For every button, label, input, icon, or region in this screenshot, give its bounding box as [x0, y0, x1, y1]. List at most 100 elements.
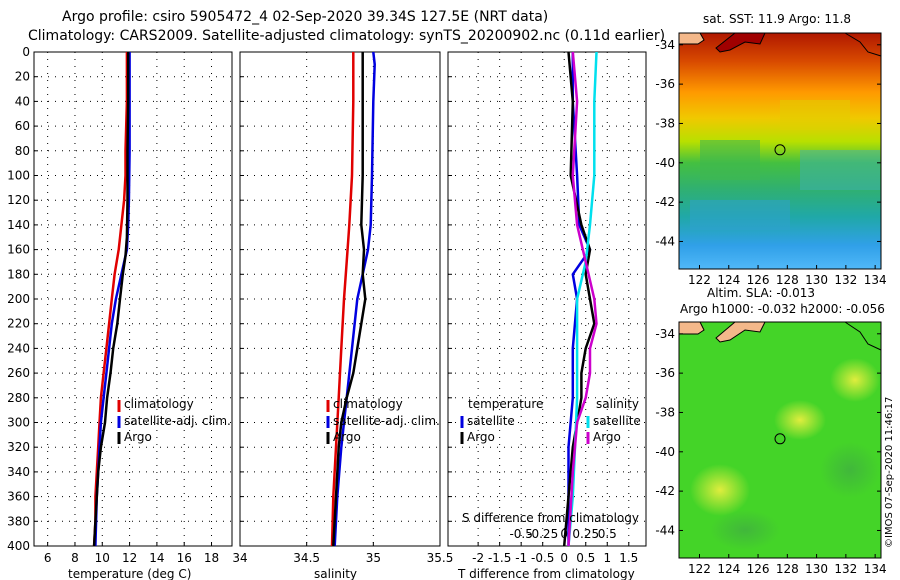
x-tick-label: 14 [149, 551, 164, 565]
legend-label-satellite: satellite-adj. clim. [333, 414, 440, 428]
sst-map-axes: -34 -36 -38 -40 -42 -44 122 124 126 128 130 132 134 [655, 38, 886, 287]
series-line-argo [332, 52, 367, 547]
map-lat-label: -42 [655, 484, 675, 498]
temperature-xlabel: temperature (deg C) [68, 567, 191, 580]
depth-tick-label: 180 [7, 267, 30, 281]
depth-tick-label: 260 [7, 366, 30, 380]
sla-high-blob [830, 358, 880, 402]
copyright-stamp: ©IMOS 07-Sep-2020 11:46:17 [884, 397, 895, 548]
difference-legend: temperature satellite Argo salinity sate… [460, 397, 641, 444]
sla-land [678, 321, 705, 335]
secondary-x-tick-label: -0.25 [527, 527, 558, 541]
sst-patch [690, 200, 790, 230]
sla-map-title1: Altim. SLA: -0.013 [707, 286, 815, 300]
sla-field [679, 322, 881, 558]
depth-tick-label: 80 [15, 144, 30, 158]
x-tick-label: 0.5 [576, 551, 595, 565]
sst-map-frame [678, 32, 882, 270]
depth-tick-label: 160 [7, 243, 30, 257]
sst-land [678, 32, 705, 45]
difference-secondary-xlabel: S difference from climatology [462, 511, 639, 525]
map-lon-label: 126 [747, 562, 770, 576]
temperature-legend: climatology satellite-adj. clim. Argo [117, 397, 231, 444]
secondary-x-tick-label: 0.25 [572, 527, 599, 541]
sst-patch [700, 140, 760, 180]
salinity-legend: climatology satellite-adj. clim. Argo [326, 397, 440, 444]
sla-map-title2: Argo h1000: -0.032 h2000: -0.056 [680, 302, 885, 316]
depth-tick-label: 40 [15, 94, 30, 108]
x-tick-label: 18 [204, 551, 219, 565]
secondary-x-tick-label: 0.5 [598, 527, 617, 541]
map-lat-label: -34 [655, 327, 675, 341]
map-lon-label: 122 [688, 562, 711, 576]
depth-tick-label: 340 [7, 465, 30, 479]
difference-panel: -2 -1.5 -1 -0.5 0 0.5 1 1.5-0.5-0.25 0 0.250.5 [447, 51, 647, 565]
sla-float-marker [774, 433, 786, 445]
header-line1: Argo profile: csiro 5905472_4 02-Sep-202… [62, 9, 548, 25]
depth-tick-label: 300 [7, 416, 30, 430]
legend-label-argo: Argo [124, 430, 152, 444]
secondary-x-tick-label: -0.5 [509, 527, 532, 541]
map-lon-label: 132 [834, 273, 857, 287]
map-lon-label: 126 [747, 273, 770, 287]
map-lon-label: 130 [805, 562, 828, 576]
legend-label-temp-satellite: satellite [467, 414, 515, 428]
map-lat-label: -44 [655, 234, 675, 248]
legend-label-sal-argo: Argo [593, 430, 621, 444]
sst-float-marker [774, 144, 786, 156]
depth-tick-label: 320 [7, 440, 30, 454]
map-lon-label: 130 [805, 273, 828, 287]
series-line-climatology [330, 52, 355, 547]
sla-coastline [844, 321, 882, 351]
series-line-argo_salinity [567, 51, 598, 547]
legend-label-temp-argo: Argo [467, 430, 495, 444]
depth-tick-label: 360 [7, 490, 30, 504]
sst-patch [800, 150, 880, 190]
legend-label-climatology: climatology [124, 397, 194, 411]
map-lat-label: -36 [655, 77, 675, 91]
map-lat-label: -38 [655, 116, 675, 130]
x-tick-label: 10 [95, 551, 110, 565]
sla-map-frame [678, 321, 882, 559]
series-line-satellite [567, 52, 592, 546]
temperature-panel: 0 20 40 60 80 100 120 140 160 180 200 220 240 260 280 3… [7, 45, 233, 565]
legend-label-climatology: climatology [333, 397, 403, 411]
map-lat-label: -42 [655, 195, 675, 209]
legend-group-salinity: salinity [596, 397, 639, 411]
sst-map [678, 32, 882, 270]
legend-label-argo: Argo [333, 430, 361, 444]
map-lat-label: -40 [655, 156, 675, 170]
map-lat-label: -40 [655, 445, 675, 459]
sst-coastline [844, 32, 882, 57]
x-tick-label: 6 [44, 551, 52, 565]
depth-tick-label: 100 [7, 169, 30, 183]
depth-tick-label: 220 [7, 317, 30, 331]
map-lon-label: 132 [834, 562, 857, 576]
x-tick-label: 35 [366, 551, 381, 565]
depth-tick-label: 280 [7, 391, 30, 405]
x-tick-label: 0 [560, 551, 568, 565]
map-lon-label: 124 [717, 273, 740, 287]
x-tick-label: -0.5 [531, 551, 554, 565]
salinity-xlabel: salinity [314, 567, 357, 580]
map-lat-label: -36 [655, 366, 675, 380]
sla-map [678, 321, 882, 559]
map-lat-label: -44 [655, 523, 675, 537]
x-tick-label: -2 [472, 551, 484, 565]
x-tick-label: 34 [232, 551, 247, 565]
x-tick-label: -1.5 [488, 551, 511, 565]
x-tick-label: 8 [71, 551, 79, 565]
depth-tick-label: 20 [15, 70, 30, 84]
depth-tick-label: 200 [7, 292, 30, 306]
map-lat-label: -38 [655, 405, 675, 419]
sst-map-title: sat. SST: 11.9 Argo: 11.8 [703, 12, 851, 26]
map-lon-label: 124 [717, 562, 740, 576]
map-lat-label: -34 [655, 38, 675, 52]
map-lon-label: 128 [776, 562, 799, 576]
x-tick-label: 16 [177, 551, 192, 565]
depth-tick-label: 120 [7, 193, 30, 207]
x-tick-label: 12 [122, 551, 137, 565]
sla-map-axes: -34 -36 -38 -40 -42 -44 122 124 126 128 130 132 134 [655, 327, 886, 576]
sla-high-blob [690, 464, 750, 516]
